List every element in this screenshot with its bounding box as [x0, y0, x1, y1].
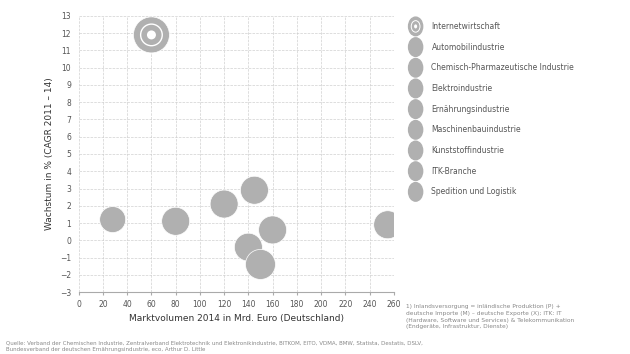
Text: Spedition und Logistik: Spedition und Logistik — [432, 187, 517, 196]
Circle shape — [409, 162, 423, 181]
Text: Ernährungsindustrie: Ernährungsindustrie — [432, 105, 510, 114]
Ellipse shape — [100, 207, 125, 233]
X-axis label: Marktvolumen 2014 in Mrd. Euro (Deutschland): Marktvolumen 2014 in Mrd. Euro (Deutschl… — [129, 314, 344, 323]
Circle shape — [409, 120, 423, 139]
Circle shape — [409, 141, 423, 160]
Ellipse shape — [210, 190, 238, 218]
Text: Chemisch-Pharmazeutische Industrie: Chemisch-Pharmazeutische Industrie — [432, 63, 574, 72]
Circle shape — [409, 58, 423, 77]
Circle shape — [409, 38, 423, 56]
Text: 1) Inlandsversorgung = inländische Produktion (P) +
deutsche Importe (M) – deuts: 1) Inlandsversorgung = inländische Produ… — [406, 304, 575, 329]
Text: Internetwirtschaft: Internetwirtschaft — [432, 22, 500, 31]
Ellipse shape — [162, 207, 190, 235]
Ellipse shape — [134, 17, 169, 53]
Y-axis label: Wachstum in % (CAGR 2011 – 14): Wachstum in % (CAGR 2011 – 14) — [45, 78, 54, 230]
Circle shape — [409, 79, 423, 98]
Text: Quelle: Verband der Chemischen Industrie, Zentralverband Elektrotechnik und Elek: Quelle: Verband der Chemischen Industrie… — [6, 341, 423, 352]
Circle shape — [409, 183, 423, 201]
Circle shape — [409, 17, 423, 36]
Text: Automobilindustrie: Automobilindustrie — [432, 42, 505, 52]
Circle shape — [409, 100, 423, 119]
Ellipse shape — [234, 233, 262, 261]
Text: Elektroindustrie: Elektroindustrie — [432, 84, 493, 93]
Ellipse shape — [246, 250, 275, 279]
Text: Maschinenbauindustrie: Maschinenbauindustrie — [432, 125, 521, 134]
Ellipse shape — [258, 216, 287, 244]
Circle shape — [414, 24, 417, 28]
Text: ITK-Branche: ITK-Branche — [432, 167, 477, 176]
Text: Kunststoffindustrie: Kunststoffindustrie — [432, 146, 505, 155]
Ellipse shape — [241, 176, 268, 204]
Ellipse shape — [147, 30, 156, 39]
Ellipse shape — [374, 211, 402, 239]
